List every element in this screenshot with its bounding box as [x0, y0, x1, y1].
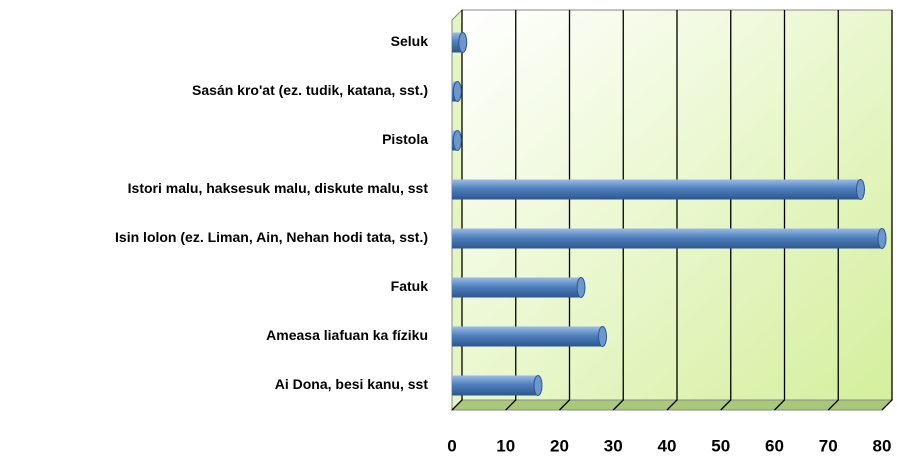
x-tick-label: 40: [658, 436, 677, 455]
x-tick-label: 20: [550, 436, 569, 455]
y-tick-label: Seluk: [391, 33, 429, 49]
side-wall: [451, 8, 463, 412]
bar-body: [452, 277, 581, 298]
x-tick-label: 60: [765, 436, 784, 455]
y-tick-label: Istori malu, haksesuk malu, diskute malu…: [128, 180, 429, 196]
grid-line: [720, 10, 732, 411]
bar: [452, 277, 586, 298]
grid-line: [612, 10, 624, 411]
x-tick-label: 30: [604, 436, 623, 455]
x-tick-label: 10: [496, 436, 515, 455]
bar-body: [452, 375, 538, 396]
bar-cap: [576, 277, 586, 298]
bar: [452, 81, 462, 102]
grid-line: [666, 10, 678, 411]
bar: [452, 179, 865, 200]
bar-cap: [452, 81, 462, 102]
grid-line: [505, 10, 517, 411]
x-tick-label: 80: [873, 436, 892, 455]
bar: [452, 326, 607, 347]
grid-line: [881, 10, 893, 411]
grid-line: [559, 10, 571, 411]
bar-cap: [458, 32, 468, 53]
y-tick-label: Pistola: [382, 131, 428, 147]
y-tick-label: Ameasa liafuan ka fíziku: [266, 327, 428, 343]
bar-cap: [856, 179, 865, 200]
grid-line: [774, 10, 786, 411]
bar: [452, 228, 887, 249]
grid-line: [451, 10, 463, 411]
bar: [452, 130, 462, 151]
bar-cap: [877, 228, 887, 249]
y-tick-label: Sasán kro'at (ez. tudik, katana, sst.): [192, 82, 428, 98]
bar-body: [452, 32, 463, 53]
y-tick-label: Fatuk: [391, 278, 429, 294]
x-tick-label: 70: [819, 436, 838, 455]
bar: [452, 375, 543, 396]
grid-line: [827, 10, 839, 411]
bar-cap: [533, 375, 543, 396]
bar-body: [452, 326, 603, 347]
bar-body: [452, 179, 861, 200]
x-tick-label: 0: [447, 436, 456, 455]
y-tick-label: Ai Dona, besi kanu, sst: [275, 376, 429, 392]
bar-cap: [598, 326, 607, 347]
bar: [452, 32, 468, 53]
bar-cap: [452, 130, 462, 151]
x-tick-label: 50: [711, 436, 730, 455]
y-tick-label: Isin lolon (ez. Liman, Ain, Nehan hodi t…: [115, 229, 428, 245]
bar-body: [452, 228, 882, 249]
